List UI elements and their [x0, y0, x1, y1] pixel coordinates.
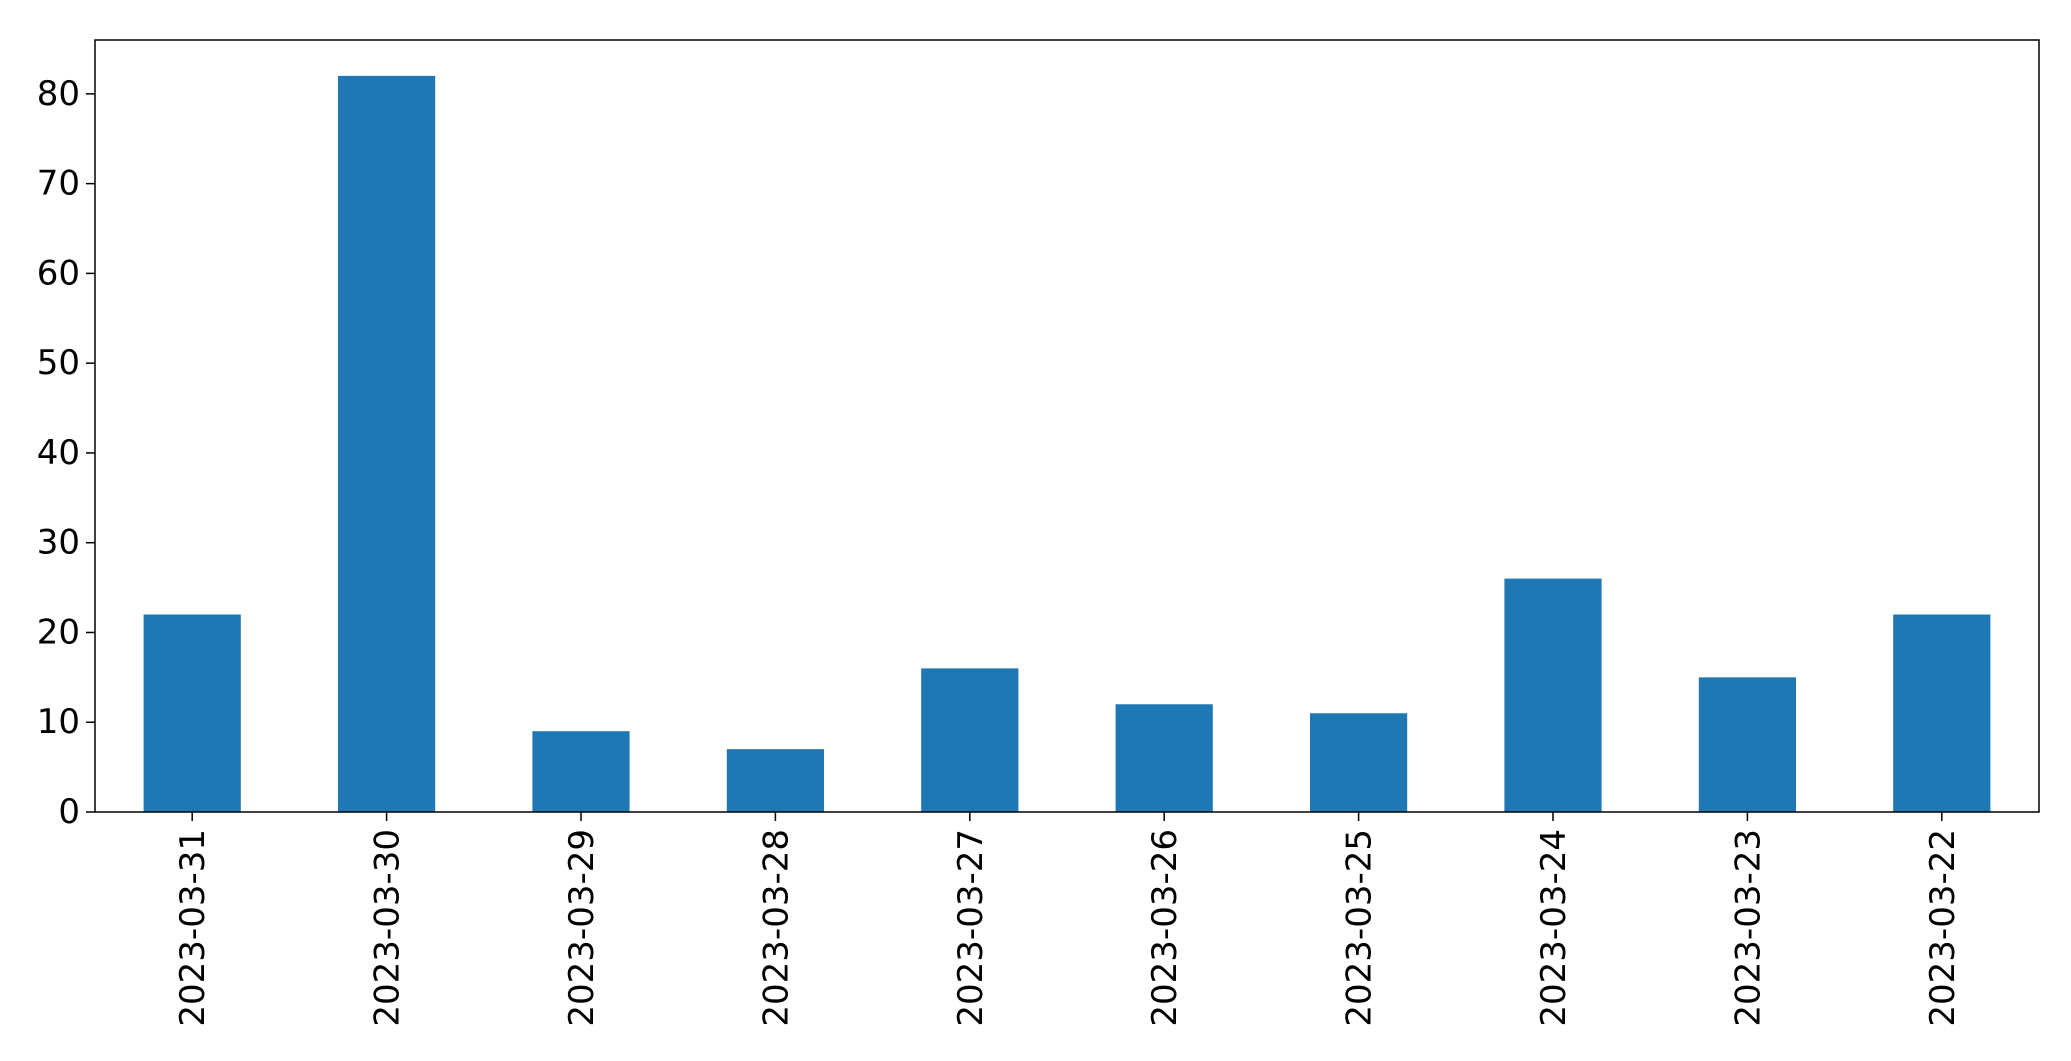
x-tick-label: 2023-03-22 — [1923, 829, 1963, 1027]
y-tick-label: 10 — [37, 702, 80, 742]
y-tick-label: 50 — [37, 343, 80, 383]
y-tick-label: 60 — [37, 253, 80, 293]
y-tick-label: 0 — [58, 792, 80, 832]
bars-layer — [143, 75, 1991, 812]
x-tick-label: 2023-03-26 — [1145, 829, 1185, 1027]
x-tick-label: 2023-03-24 — [1534, 829, 1574, 1027]
x-tick-label: 2023-03-31 — [173, 829, 213, 1027]
bar-2023-03-27 — [921, 668, 1019, 812]
bar-2023-03-25 — [1310, 713, 1408, 812]
x-tick-label: 2023-03-30 — [368, 829, 408, 1027]
y-tick-label: 20 — [37, 612, 80, 652]
bar-2023-03-29 — [532, 731, 630, 812]
y-tick-label: 30 — [37, 523, 80, 563]
bar-2023-03-24 — [1504, 578, 1602, 812]
y-axis: 0 10 20 30 40 50 60 70 80 — [37, 74, 95, 832]
bar-2023-03-22 — [1893, 614, 1991, 812]
bar-2023-03-26 — [1115, 704, 1213, 812]
plot-area-frame — [94, 39, 2040, 813]
y-tick-label: 40 — [37, 433, 80, 473]
x-tick-label: 2023-03-23 — [1728, 829, 1768, 1027]
x-tick-label: 2023-03-25 — [1340, 829, 1380, 1027]
x-tick-label: 2023-03-27 — [951, 829, 991, 1027]
bar-2023-03-30 — [338, 75, 436, 812]
x-tick-label: 2023-03-28 — [756, 829, 796, 1027]
bar-2023-03-31 — [143, 614, 241, 812]
y-tick-label: 70 — [37, 164, 80, 204]
bar-2023-03-23 — [1698, 677, 1796, 812]
x-tick-label: 2023-03-29 — [562, 829, 602, 1027]
bar-2023-03-28 — [726, 749, 824, 812]
x-axis: 2023-03-31 2023-03-30 2023-03-29 2023-03-28… — [173, 812, 1963, 1027]
y-tick-label: 80 — [37, 74, 80, 114]
